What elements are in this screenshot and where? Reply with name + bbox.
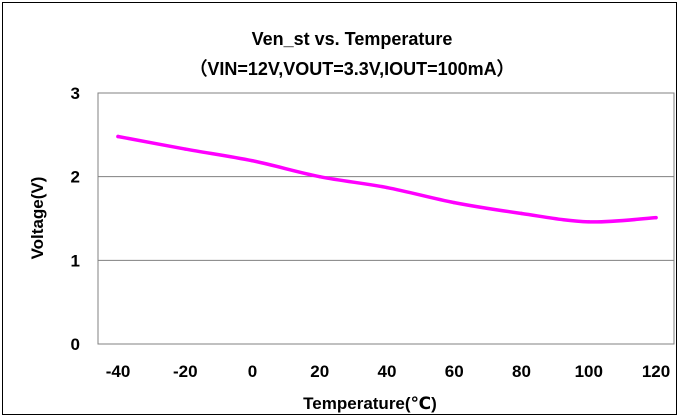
series-0-point-1 [183, 147, 187, 151]
x-tick-label-7: 100 [575, 362, 603, 381]
series-0-point-6 [519, 211, 524, 216]
x-tick-label-8: 120 [642, 362, 670, 381]
x-tick-label-0: -40 [106, 362, 131, 381]
series-0-point-0 [116, 134, 120, 139]
series-layer [116, 134, 658, 224]
series-0-point-3 [318, 174, 322, 179]
x-tick-label-2: 0 [248, 362, 257, 381]
x-tick-labels: -40 -20 0 20 40 60 80 100 120 [106, 362, 670, 381]
chart-subtitle: （VIN=12V,VOUT=3.3V,IOUT=100mA） [189, 59, 514, 79]
series-line-0 [116, 134, 658, 224]
series-0-point-5 [452, 200, 456, 205]
x-tick-label-6: 80 [512, 362, 531, 381]
y-tick-label-1: 1 [71, 251, 80, 270]
chart-title: Ven_st vs. Temperature [252, 29, 453, 49]
x-tick-label-1: -20 [173, 362, 198, 381]
series-0-point-8 [654, 215, 658, 220]
series-0-point-7 [587, 220, 591, 224]
y-tick-label-0: 0 [71, 335, 80, 354]
grid-lines [98, 176, 674, 261]
x-tick-label-5: 60 [445, 362, 464, 381]
series-0-point-4 [385, 185, 389, 190]
series-0-point-2 [250, 159, 255, 163]
y-tick-label-3: 3 [71, 84, 80, 103]
y-tick-labels: 0 1 2 3 [71, 84, 80, 354]
y-axis-label: Voltage(V) [28, 177, 47, 260]
chart-frame [2, 2, 677, 415]
x-axis-label: Temperature(℃) [303, 394, 437, 413]
y-tick-label-2: 2 [71, 168, 80, 187]
x-tick-label-4: 40 [378, 362, 397, 381]
x-tick-label-3: 20 [310, 362, 329, 381]
plot-area [97, 92, 675, 345]
